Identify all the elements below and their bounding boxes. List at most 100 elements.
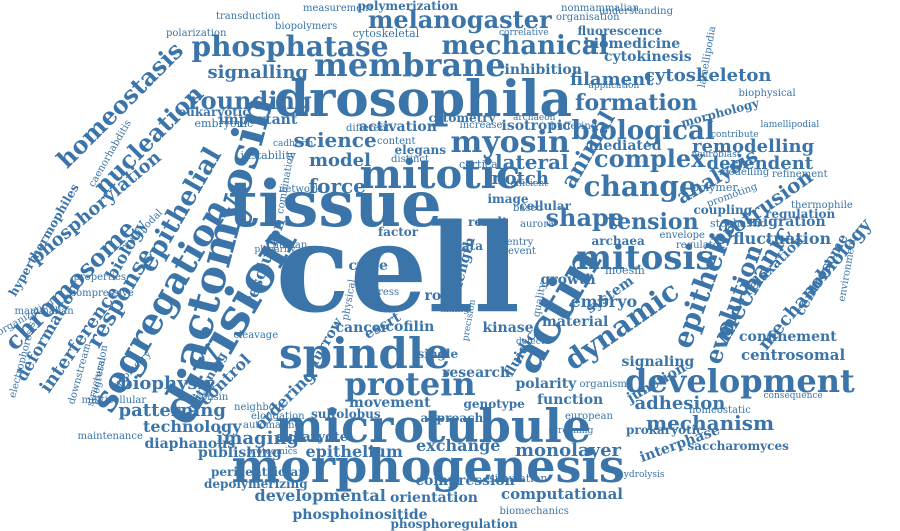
word-contribute: contribute <box>711 129 759 140</box>
word-increase: increase <box>459 120 503 131</box>
word-developmental: developmental <box>254 486 386 505</box>
word-pericentriolar: pericentriolar <box>211 465 305 479</box>
word-coupling: coupling <box>693 203 753 217</box>
word-hydrolysis: hydrolysis <box>618 469 665 480</box>
word-signaling: signaling <box>621 354 695 370</box>
word-nonmammalian: nonmammalian <box>561 3 640 14</box>
word-approach: approach <box>420 411 484 425</box>
word-phosphatase: phosphatase <box>191 30 389 63</box>
word-microtubule: microtubule <box>275 399 592 453</box>
word-cycle: cycle <box>348 258 388 274</box>
word-european: european <box>565 411 613 422</box>
word-multicellular: multicellular <box>81 395 147 406</box>
word-genotype: genotype <box>463 397 525 411</box>
word-timing: timing <box>439 304 469 315</box>
word-stress: stress <box>369 287 400 298</box>
word-automating: automating <box>243 420 301 431</box>
word-complex: complex <box>594 144 706 173</box>
word-growth: growth <box>540 272 596 288</box>
word-thermophile: thermophile <box>791 200 853 211</box>
word-human: human <box>272 240 308 251</box>
word-diaphanous: diaphanous <box>144 436 236 452</box>
word-important: important <box>218 112 298 128</box>
word-mechanical: mechanical <box>441 31 609 61</box>
word-adhesion: adhesion <box>634 393 726 414</box>
word-eukaryotic: eukaryotic <box>178 105 250 119</box>
word-phosphoregulation: phosphoregulation <box>390 517 518 531</box>
word-mitotic: mitotic <box>359 151 521 198</box>
word-moesin: moesin <box>605 263 645 277</box>
word-regulator: regulator <box>676 240 724 251</box>
word-efficient: efficient <box>510 178 548 189</box>
word-kinase: kinase <box>482 320 534 336</box>
word-inhibition: inhibition <box>504 62 582 78</box>
word-embryo: embryo <box>570 292 638 311</box>
word-centrosomal: centrosomal <box>741 345 846 364</box>
word-activation: activation <box>359 119 437 135</box>
word-dependent: dependent <box>706 153 814 174</box>
word-cellular: cellular <box>519 199 571 213</box>
word-organism: organism <box>579 379 627 390</box>
word-proteomics: proteomics <box>246 446 298 457</box>
word-properties: properties <box>73 272 127 283</box>
word-based: based <box>513 203 543 214</box>
word-function: function <box>537 392 604 408</box>
word-content: content <box>377 136 416 147</box>
word-change: change <box>583 170 697 203</box>
word-single: single <box>417 347 459 361</box>
word-homeostatic: homeostatic <box>689 405 751 416</box>
word-isotropic: isotropic <box>501 118 571 134</box>
word-refinement: refinement <box>772 169 828 180</box>
word-filament: filament <box>570 69 654 90</box>
word-neuroblast: neuroblast <box>691 149 741 160</box>
word-polymerization: polymerization <box>357 0 459 13</box>
word-mediated: mediated <box>588 138 662 154</box>
word-organisation: organisation <box>556 12 620 23</box>
word-polarization: polarization <box>166 28 227 39</box>
word-lamellipodial: lamellipodial <box>760 119 820 130</box>
word-confinement: confinement <box>739 329 837 345</box>
word-role: role <box>424 288 456 304</box>
word-polarity: polarity <box>515 376 577 392</box>
word-model: model <box>309 150 371 171</box>
word-cofilin: cofilin <box>385 319 435 335</box>
word-cytoskeletal: cytoskeletal <box>352 26 420 40</box>
word-biophysic: biophysic <box>120 373 216 394</box>
word-patterning: patterning <box>118 400 226 421</box>
word-fluorescence: fluorescence <box>577 24 663 38</box>
word-data: data <box>453 239 483 253</box>
word-embryonic: embryonic <box>194 116 254 130</box>
word-cell: cell <box>275 196 521 340</box>
word-shape: shape <box>545 203 625 232</box>
word-signalling: signalling <box>207 62 309 83</box>
word-archaeon: archaeon <box>513 112 556 123</box>
word-aurora: aurora <box>520 219 554 230</box>
word-formation: formation <box>575 90 698 116</box>
word-imaging: imaging <box>216 428 300 449</box>
word-entry: entry <box>506 237 534 248</box>
word-cytometry: cytometry <box>428 111 496 125</box>
word-exchange: exchange <box>416 436 501 455</box>
word-polymer: polymer <box>692 180 738 194</box>
word-planarity: planarity <box>254 244 296 255</box>
word-sulfolobus: sulfolobus <box>311 407 381 421</box>
word-network: network <box>279 184 321 195</box>
word-prokaryotic: prokaryotic <box>626 423 704 437</box>
word-biomechanics: biomechanics <box>499 506 569 517</box>
word-cortical: cortical <box>459 157 502 171</box>
word-tissue: tissue <box>228 167 442 242</box>
word-defect: defect <box>516 336 545 347</box>
word-research: research <box>442 365 511 381</box>
word-phosphoinositide: phosphoinositide <box>292 507 428 523</box>
word-fluctuation: fluctuation <box>733 229 832 248</box>
word-cancer: cancer <box>335 320 389 336</box>
word-application: application <box>588 80 640 91</box>
word-computational: computational <box>501 484 624 503</box>
word-modelling: modelling <box>719 167 770 178</box>
word-membrane: membrane <box>314 46 506 84</box>
word-event: event <box>508 246 536 257</box>
word-image: image <box>487 192 529 206</box>
word-regulation: regulation <box>765 207 836 221</box>
word-spindle: spindle <box>279 329 451 378</box>
